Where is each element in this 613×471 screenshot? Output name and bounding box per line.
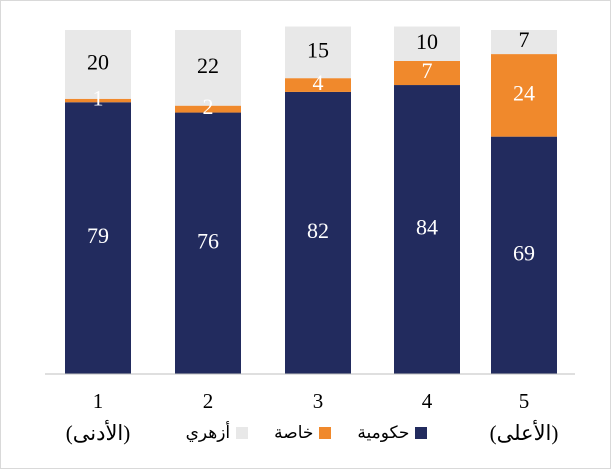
bar-segment-private-1 <box>65 98 131 103</box>
legend-label-private: خاصة <box>274 423 314 443</box>
legend: حكومية خاصة أزهري <box>0 418 613 448</box>
bar-segment-government-4 <box>394 85 460 374</box>
bar-segment-private-4 <box>394 60 460 86</box>
bar-segment-private-2 <box>175 105 241 113</box>
data-label-government-5: 69 <box>513 240 535 265</box>
data-label-azhari-1: 20 <box>87 49 109 74</box>
legend-item-government: حكومية <box>357 423 428 443</box>
legend-swatch-azhari <box>236 427 249 439</box>
bar-segment-government-2 <box>175 112 241 374</box>
bar-segment-azhari-5 <box>491 30 557 55</box>
legend-swatch-private <box>319 427 332 439</box>
data-label-azhari-3: 15 <box>307 37 329 62</box>
bar-segment-government-1 <box>65 102 131 375</box>
legend-label-azhari: أزهري <box>185 423 231 443</box>
bar-segment-government-3 <box>285 91 351 375</box>
bar-segment-azhari-3 <box>285 26 351 79</box>
bar-segment-azhari-4 <box>394 26 460 61</box>
data-label-private-5: 24 <box>513 80 535 105</box>
data-label-private-3: 4 <box>313 70 324 95</box>
bar-segment-azhari-2 <box>175 30 241 106</box>
bar-segment-private-5 <box>491 54 557 137</box>
x-tick-label-2: 2 <box>203 389 214 413</box>
data-label-government-4: 84 <box>416 215 438 240</box>
x-tick-labels-group: 1 (الأدنى) 2 3 4 5 (الأعلى) <box>66 389 559 445</box>
x-tick-label-4: 4 <box>422 389 433 413</box>
data-label-azhari-5: 7 <box>519 27 530 52</box>
data-label-government-2: 76 <box>197 228 219 253</box>
bar-segment-azhari-1 <box>65 30 131 99</box>
data-label-private-2: 2 <box>203 94 214 119</box>
bar-segment-government-5 <box>491 136 557 374</box>
x-tick-label-3: 3 <box>313 389 324 413</box>
x-tick-label-1: 1 <box>93 389 104 413</box>
legend-swatch-government <box>415 427 428 439</box>
data-label-azhari-2: 22 <box>197 53 219 78</box>
x-tick-sublabel-1: (الأدنى) <box>66 419 131 445</box>
bars-group <box>65 26 557 375</box>
data-label-government-1: 79 <box>87 223 109 248</box>
legend-item-azhari: أزهري <box>186 423 249 443</box>
data-label-government-3: 82 <box>307 218 329 243</box>
x-tick-label-5: 5 <box>519 389 530 413</box>
data-label-private-4: 7 <box>422 58 433 83</box>
bar-segment-private-3 <box>285 78 351 92</box>
data-label-private-1: 1 <box>93 86 104 111</box>
x-tick-sublabel-5: (الأعلى) <box>490 419 559 445</box>
legend-item-private: خاصة <box>274 423 332 443</box>
legend-label-government: حكومية <box>357 423 410 443</box>
data-label-azhari-4: 10 <box>416 29 438 54</box>
